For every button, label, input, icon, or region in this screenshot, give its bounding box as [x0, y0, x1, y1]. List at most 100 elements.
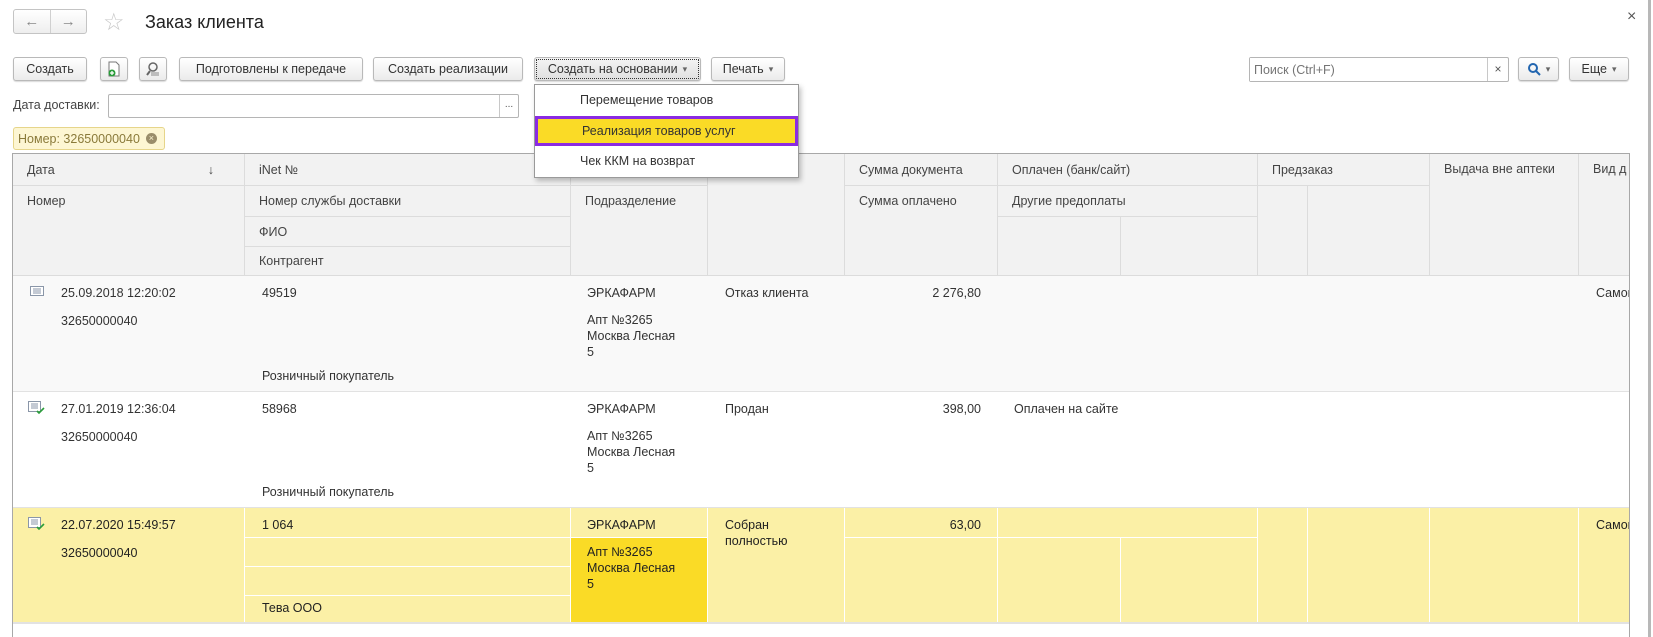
- table-row-selected[interactable]: 22.07.2020 15:49:57 32650000040 1 064 Те…: [13, 508, 1629, 624]
- more-label: Еще: [1581, 62, 1607, 76]
- cell-delivery-no: [245, 538, 571, 567]
- page-title: Заказ клиента: [145, 12, 264, 32]
- header-preorder[interactable]: Предзаказ: [1258, 154, 1430, 186]
- search-input[interactable]: [1250, 58, 1485, 81]
- select-date-button[interactable]: ...: [499, 95, 518, 117]
- cell-division-active[interactable]: [571, 538, 708, 622]
- chevron-down-icon: ▾: [768, 63, 774, 74]
- header-outside-pharmacy[interactable]: Выдача вне аптеки: [1430, 154, 1579, 276]
- header-kind[interactable]: Вид д: [1579, 154, 1629, 276]
- delivery-date-field[interactable]: ...: [108, 94, 519, 118]
- cell-counterparty: [245, 596, 571, 622]
- row-date: 25.09.2018 12:20:02: [61, 286, 176, 300]
- row-status-2: полностью: [725, 534, 788, 548]
- forward-button[interactable]: →: [51, 10, 87, 33]
- search-clear-button[interactable]: ×: [1487, 58, 1508, 81]
- delivery-date-label: Дата доставки:: [13, 98, 100, 112]
- document-icon: [30, 286, 44, 296]
- row-division-1: Апт №3265: [587, 429, 653, 443]
- cell-date: [13, 508, 245, 622]
- row-kind: Самов: [1596, 286, 1629, 300]
- row-sum: 63,00: [949, 518, 981, 532]
- header-delivery-no[interactable]: Номер службы доставки: [245, 186, 571, 217]
- prepared-for-transfer-button[interactable]: Подготовлены к передаче: [179, 57, 363, 81]
- sort-desc-icon: ↓: [207, 162, 214, 177]
- search-field[interactable]: ×: [1249, 57, 1509, 82]
- vertical-scrollbar[interactable]: [1648, 0, 1651, 637]
- row-date: 27.01.2019 12:36:04: [61, 402, 176, 416]
- create-based-on-menu: Перемещение товаров Реализация товаров у…: [534, 84, 799, 178]
- magnifier-document-icon: [146, 62, 159, 76]
- more-button[interactable]: Еще ▾: [1569, 57, 1629, 81]
- chevron-down-icon: ▾: [682, 63, 688, 74]
- header-paid-sum[interactable]: Сумма оплачено: [845, 186, 998, 276]
- header-preorder-sub2[interactable]: [1308, 186, 1430, 276]
- row-sum: 2 276,80: [932, 286, 981, 300]
- row-number: 32650000040: [61, 546, 138, 560]
- star-icon[interactable]: ☆: [103, 9, 125, 36]
- find-document-button[interactable]: [139, 57, 167, 81]
- menu-item-goods-services-sale[interactable]: Реализация товаров услуг: [535, 116, 798, 146]
- document-posted-icon: [28, 517, 45, 531]
- row-counterparty: Тева ООО: [262, 601, 322, 615]
- row-division-1: Апт №3265: [587, 545, 653, 559]
- row-date: 22.07.2020 15:49:57: [61, 518, 176, 532]
- chevron-down-icon: ▾: [1611, 63, 1617, 74]
- menu-item-receipt-return[interactable]: Чек ККМ на возврат: [580, 154, 696, 168]
- header-preorder-sub1[interactable]: [1258, 186, 1308, 276]
- cell-status: [708, 508, 845, 622]
- document-posted-icon: [28, 401, 45, 415]
- header-fio[interactable]: ФИО: [245, 217, 571, 247]
- cell-paid-sub1: [998, 538, 1121, 622]
- header-paid-sub2[interactable]: [1121, 217, 1258, 276]
- create-button[interactable]: Создать: [13, 57, 87, 81]
- close-button[interactable]: ×: [1627, 8, 1637, 25]
- orders-table: [12, 153, 1630, 637]
- row-inet: 1 064: [262, 518, 294, 532]
- print-label: Печать: [722, 62, 764, 76]
- header-division[interactable]: Подразделение: [571, 186, 708, 276]
- create-based-on-button[interactable]: Создать на основании ▾: [534, 57, 701, 81]
- header-inet[interactable]: iNet №: [245, 154, 571, 186]
- active-filter-tag[interactable]: Номер: 32650000040 ×: [13, 127, 165, 150]
- row-status: Отказ клиента: [725, 286, 809, 300]
- header-doc-sum[interactable]: Сумма документа: [845, 154, 998, 186]
- row-kind: Самов: [1596, 518, 1629, 532]
- row-division-3: 5: [587, 461, 594, 475]
- header-other-prepay[interactable]: Другие предоплаты: [998, 186, 1258, 217]
- header-number[interactable]: Номер: [13, 186, 245, 276]
- row-paid: Оплачен на сайте: [1014, 402, 1119, 416]
- row-division-2: Москва Лесная: [587, 445, 676, 459]
- header-counterparty[interactable]: Контрагент: [245, 247, 571, 276]
- create-sales-button[interactable]: Создать реализации: [373, 57, 523, 81]
- menu-item-goods-transfer[interactable]: Перемещение товаров: [580, 93, 714, 107]
- arrow-right-icon: →: [60, 13, 76, 30]
- header-date[interactable]: Дата ↓: [13, 154, 245, 186]
- row-division-3: 5: [587, 577, 594, 591]
- search-icon: [1527, 63, 1541, 76]
- row-org: ЭРКАФАРМ: [587, 518, 656, 532]
- remove-filter-icon[interactable]: ×: [145, 133, 157, 144]
- back-button[interactable]: ←: [14, 10, 51, 33]
- cell-sum: [845, 508, 998, 538]
- header-paid[interactable]: Оплачен (банк/сайт): [998, 154, 1258, 186]
- row-counterparty: Розничный покупатель: [262, 485, 395, 499]
- cell-org: [571, 508, 708, 538]
- row-division-2: Москва Лесная: [587, 329, 676, 343]
- print-button[interactable]: Печать ▾: [711, 57, 785, 81]
- row-division-1: Апт №3265: [587, 313, 653, 327]
- cell-paid-sum: [845, 538, 998, 622]
- cell-outside: [1430, 508, 1579, 622]
- search-options-button[interactable]: ▾: [1518, 57, 1559, 81]
- header-paid-sub1[interactable]: [998, 217, 1121, 276]
- active-filter-label: Номер: 32650000040: [18, 131, 140, 146]
- row-number: 32650000040: [61, 314, 138, 328]
- table-row[interactable]: 27.01.2019 12:36:04 32650000040 58968 Ро…: [13, 392, 1629, 508]
- table-row[interactable]: 25.09.2018 12:20:02 32650000040 49519 Ро…: [13, 276, 1629, 392]
- row-status: Продан: [725, 402, 769, 416]
- row-org: ЭРКАФАРМ: [587, 402, 656, 416]
- row-org: ЭРКАФАРМ: [587, 286, 656, 300]
- row-counterparty: Розничный покупатель: [262, 369, 395, 383]
- cell-inet: [245, 508, 571, 538]
- create-copy-button[interactable]: [100, 57, 128, 81]
